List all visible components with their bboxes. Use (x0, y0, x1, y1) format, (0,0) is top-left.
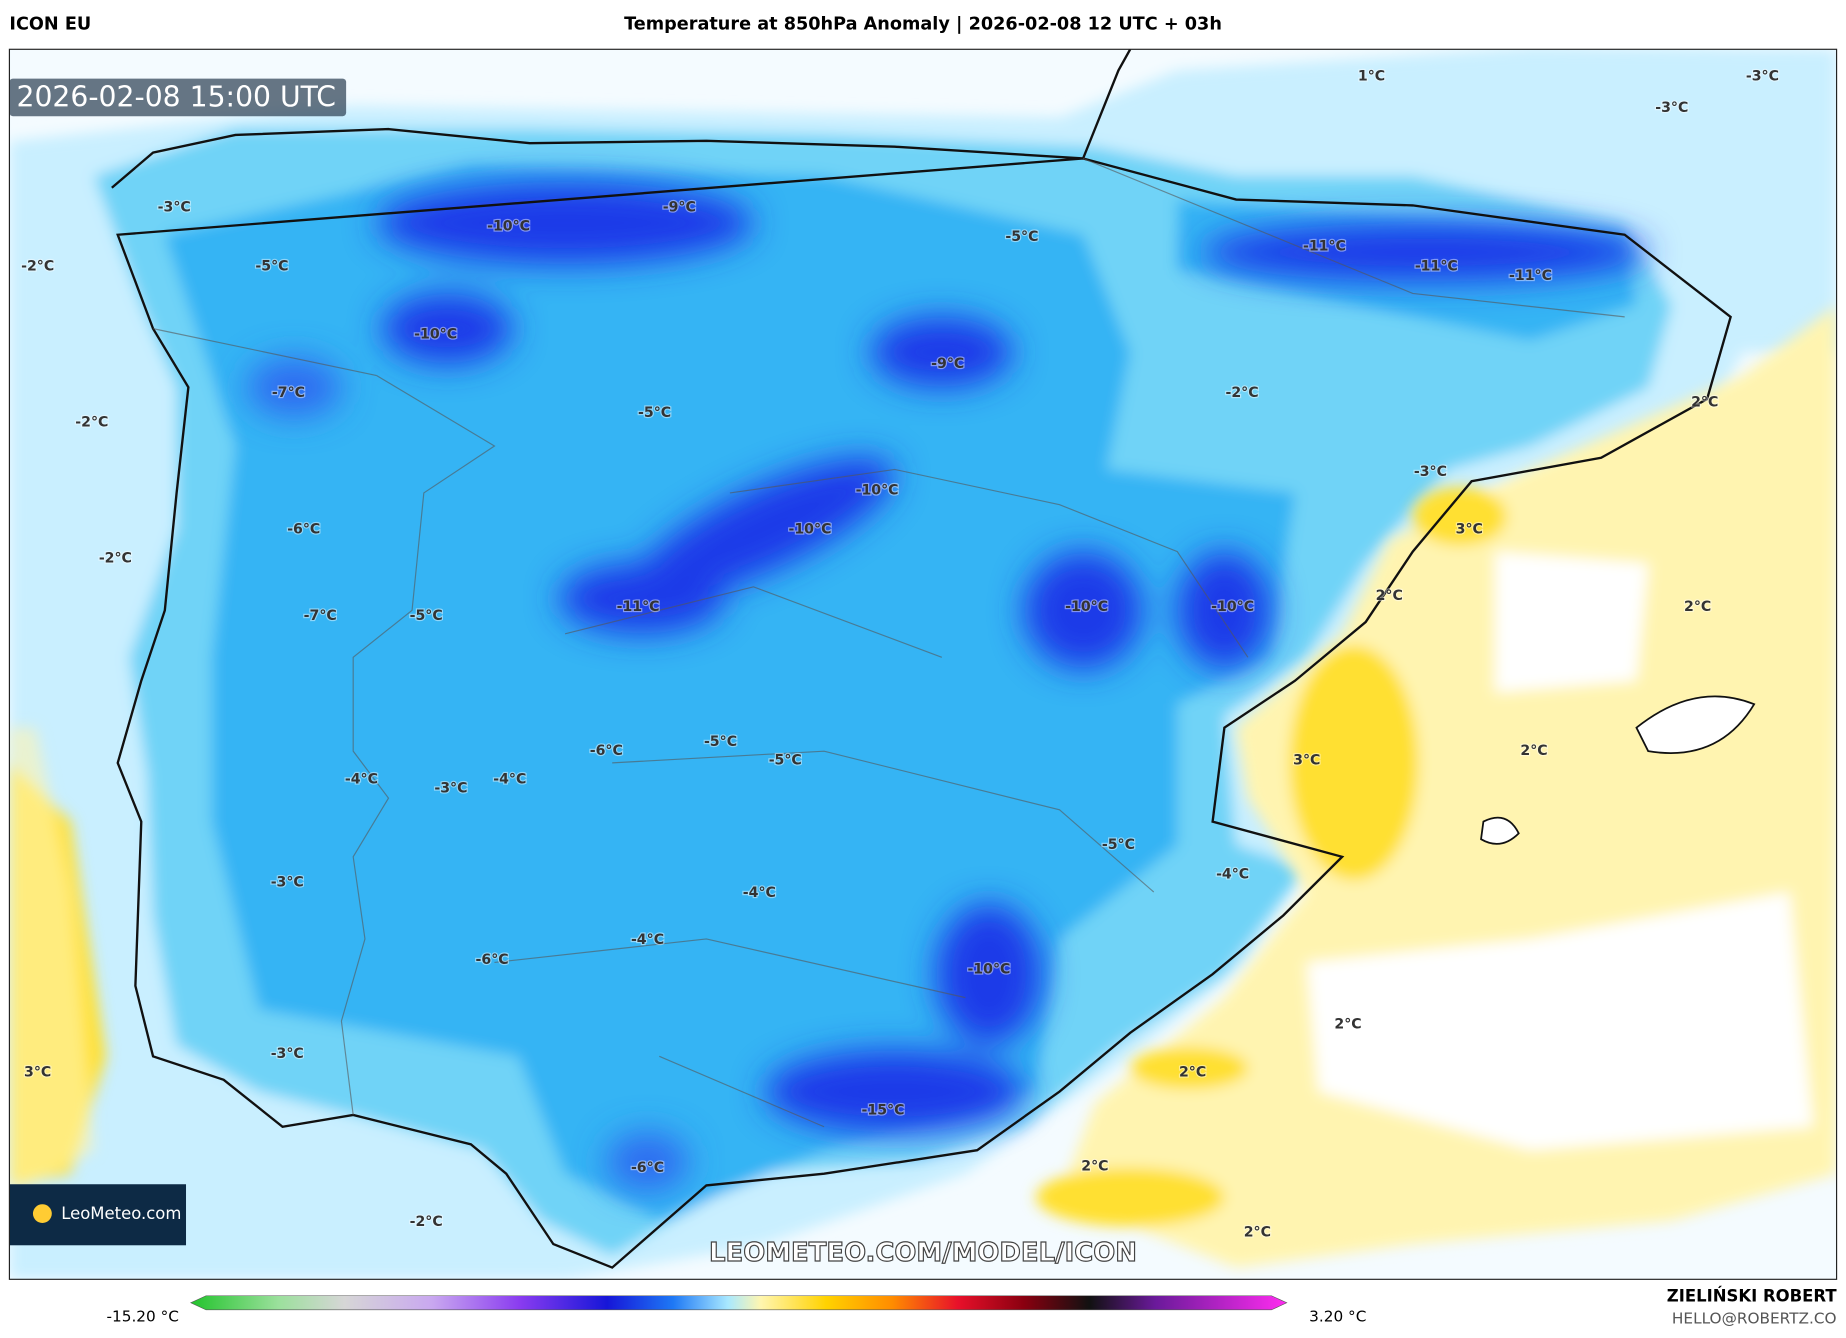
temperature-label: -10°C (1065, 599, 1108, 615)
temperature-label: -2°C (1225, 385, 1258, 401)
temperature-label: -9°C (663, 200, 696, 216)
temperature-label: -3°C (1746, 68, 1779, 84)
warm-anomaly (9, 305, 1837, 1268)
author: ZIELIŃSKI ROBERT (1667, 1286, 1838, 1305)
model-name: ICON EU (9, 15, 91, 35)
temperature-label: -7°C (272, 385, 305, 401)
temperature-label: 3°C (1456, 521, 1483, 537)
temperature-label: -10°C (789, 521, 832, 537)
contact: HELLO@ROBERTZ.CO (1672, 1310, 1837, 1328)
temperature-label: -2°C (21, 258, 54, 274)
temperature-label: -3°C (434, 781, 467, 797)
temperature-label: -4°C (1216, 866, 1249, 882)
temperature-label: -3°C (271, 1046, 304, 1062)
temperature-label: 2°C (1334, 1017, 1361, 1033)
temperature-label: -3°C (1414, 464, 1447, 480)
temperature-label: -2°C (75, 415, 108, 431)
temperature-label: 3°C (24, 1065, 51, 1081)
temperature-label: -3°C (271, 875, 304, 891)
map-frame (8, 48, 1838, 1280)
temperature-label: -11°C (617, 599, 660, 615)
temperature-label: -10°C (1211, 599, 1254, 615)
temperature-label: -4°C (493, 771, 526, 787)
temperature-label: -11°C (1509, 268, 1552, 284)
temperature-label: -4°C (345, 771, 378, 787)
temperature-label: -5°C (1102, 837, 1135, 853)
temperature-label: -4°C (631, 932, 664, 948)
logo: LeoMeteo.com (61, 1204, 181, 1223)
temperature-label: 2°C (1179, 1065, 1206, 1081)
temperature-label: -6°C (287, 521, 320, 537)
coastline (111, 49, 1732, 1269)
temperature-label: -2°C (99, 551, 132, 567)
logo-sun (32, 1204, 52, 1223)
temperature-label: 2°C (1684, 599, 1711, 615)
temperature-label: 2°C (1376, 588, 1403, 604)
temperature-label: -5°C (638, 405, 671, 421)
temperature-label: 2°C (1244, 1224, 1271, 1240)
temperature-label: -5°C (704, 734, 737, 750)
temperature-label: -9°C (931, 356, 964, 372)
temperature-label: -15°C (862, 1102, 905, 1118)
temperature-label: 1°C (1358, 68, 1385, 84)
temperature-label: -5°C (255, 258, 288, 274)
timestamp: 2026-02-08 15:00 UTC (16, 81, 336, 114)
cold-cores (247, 181, 1649, 1192)
timestamp-box (9, 78, 347, 117)
temperature-label: -6°C (590, 743, 623, 759)
temperature-label: -4°C (743, 885, 776, 901)
temperature-label: -11°C (1303, 238, 1346, 254)
temperature-label: 2°C (1520, 743, 1547, 759)
temperature-label: -10°C (414, 327, 457, 343)
temperature-label: -6°C (476, 952, 509, 968)
islands (1480, 695, 1756, 845)
map: 1°C -3°C -3°C -3°C -10°C -9°C -5°C -11°C -11°C -1… (9, 49, 1837, 1280)
temperature-label: -5°C (410, 608, 443, 624)
map-labels: 1°C -3°C -3°C -3°C -10°C -9°C -5°C -11°C -11°C -1… (20, 67, 1780, 1241)
temperature-label: 2°C (1691, 395, 1718, 411)
temperature-label: -5°C (769, 753, 802, 769)
watermark: LEOMETEO.COM/MODEL/ICON (709, 1238, 1137, 1268)
temperature-label: -10°C (856, 483, 899, 499)
temperature-label: -3°C (1655, 100, 1688, 116)
borders (152, 157, 1625, 1128)
legend-max: 3.20 °C (1309, 1307, 1366, 1325)
temperature-label: -6°C (631, 1160, 664, 1176)
temperature-label: -2°C (410, 1214, 443, 1230)
temperature-label: 2°C (1081, 1159, 1108, 1175)
temperature-label: -3°C (158, 200, 191, 216)
temperature-label: 3°C (1293, 753, 1320, 769)
colorbar: -15.20 °C 3.20 °C (106, 1295, 1366, 1325)
temperature-label: -11°C (1415, 258, 1458, 274)
temperature-label: -10°C (487, 219, 530, 235)
temperature-label: -7°C (304, 608, 337, 624)
colorbar-gradient (190, 1295, 1288, 1311)
map-title: Temperature at 850hPa Anomaly | 2026-02-… (624, 15, 1222, 35)
temperature-label: -5°C (1005, 229, 1038, 245)
legend-min: -15.20 °C (106, 1307, 178, 1325)
temperature-label: -10°C (967, 961, 1010, 977)
